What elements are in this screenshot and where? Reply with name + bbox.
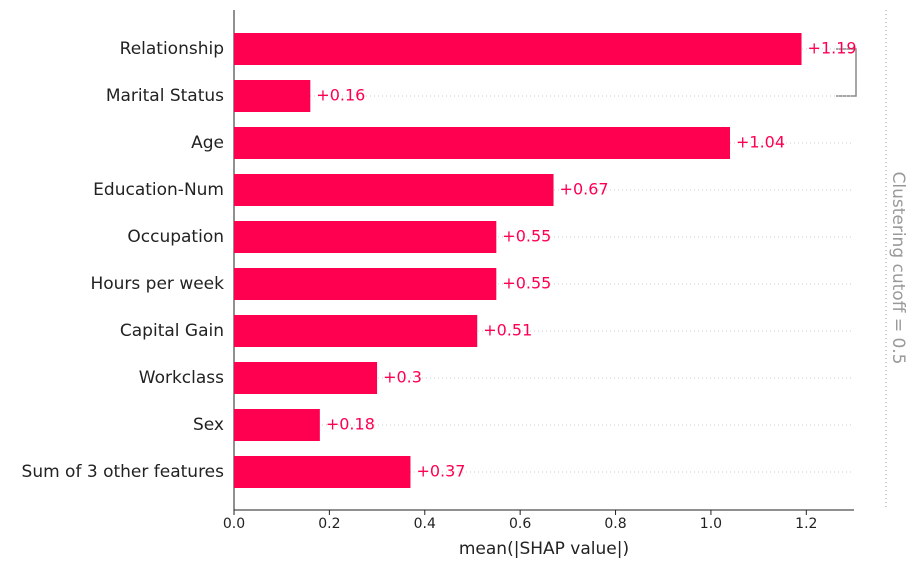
value-label: +0.18 (326, 415, 375, 434)
value-label: +0.55 (502, 274, 551, 293)
y-tick-label: Capital Gain (120, 321, 224, 341)
bar (234, 80, 311, 112)
bar (234, 33, 802, 65)
bar (234, 456, 411, 488)
value-label: +0.67 (560, 180, 609, 199)
value-label: +0.3 (383, 368, 422, 387)
value-label: +0.37 (416, 462, 465, 481)
value-label: +0.16 (316, 86, 365, 105)
x-tick-label: 1.0 (700, 516, 722, 532)
x-tick-label: 0.2 (318, 516, 340, 532)
value-label: +0.51 (483, 321, 532, 340)
x-tick-label: 0.8 (604, 516, 626, 532)
value-label: +1.04 (736, 133, 785, 152)
y-tick-label: Marital Status (106, 86, 224, 106)
x-axis-label: mean(|SHAP value|) (459, 539, 629, 559)
bar (234, 174, 554, 206)
y-tick-label: Sum of 3 other features (22, 462, 225, 482)
value-label: +0.55 (502, 227, 551, 246)
x-tick-label: 0.0 (223, 516, 245, 532)
x-tick-label: 1.2 (795, 516, 817, 532)
bar (234, 127, 730, 159)
bar (234, 221, 497, 253)
value-label: +1.19 (808, 39, 857, 58)
y-tick-label: Hours per week (90, 274, 224, 294)
y-tick-label: Workclass (139, 368, 224, 388)
y-tick-label: Education-Num (93, 180, 224, 200)
y-tick-label: Sex (193, 415, 224, 435)
bar (234, 268, 497, 300)
y-tick-label: Relationship (120, 39, 224, 59)
bar (234, 362, 378, 394)
bar (234, 315, 478, 347)
cutoff-label: Clustering cutoff = 0.5 (888, 171, 908, 364)
x-tick-label: 0.4 (414, 516, 436, 532)
bar (234, 409, 320, 441)
y-tick-label: Age (191, 133, 224, 153)
y-tick-label: Occupation (127, 227, 224, 247)
x-tick-label: 0.6 (509, 516, 531, 532)
